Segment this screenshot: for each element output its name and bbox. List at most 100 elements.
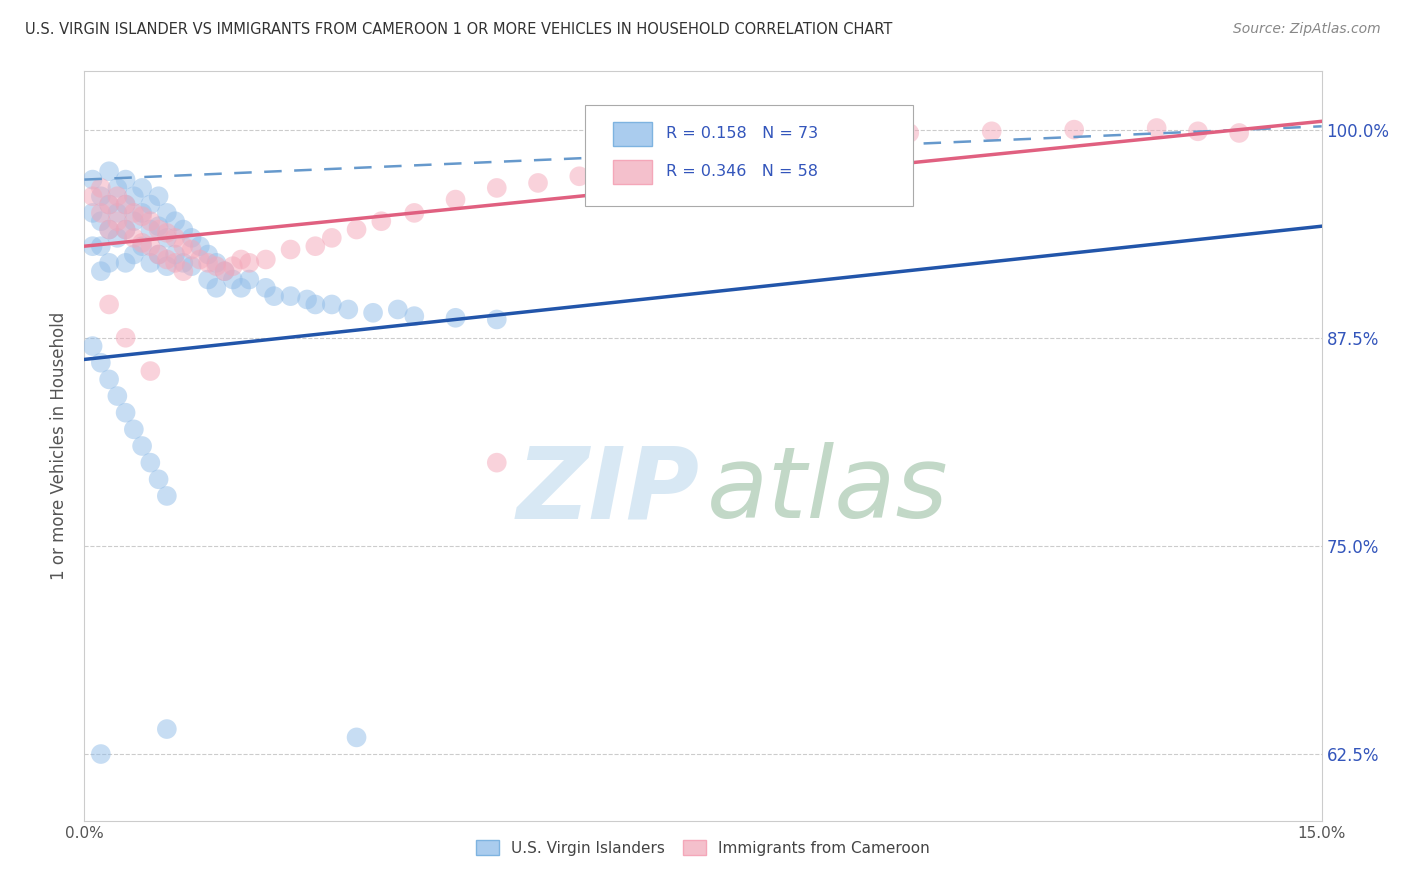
Point: [387, 302, 409, 317]
Point: [139, 364, 162, 378]
Point: [122, 189, 145, 203]
Point: [98, 297, 121, 311]
Point: [180, 259, 202, 273]
Point: [105, 214, 128, 228]
Point: [188, 252, 211, 267]
Point: [254, 252, 277, 267]
Text: Source: ZipAtlas.com: Source: ZipAtlas.com: [1233, 22, 1381, 37]
Point: [980, 124, 1002, 138]
Point: [114, 406, 136, 420]
Point: [485, 312, 508, 326]
Point: [165, 214, 187, 228]
Point: [148, 247, 170, 261]
Point: [295, 293, 318, 307]
Point: [139, 239, 162, 253]
Point: [131, 439, 153, 453]
Point: [98, 197, 121, 211]
Point: [148, 189, 170, 203]
Point: [172, 256, 194, 270]
Point: [156, 231, 179, 245]
Point: [527, 176, 550, 190]
Point: [114, 172, 136, 186]
Bar: [613, 160, 652, 184]
Point: [148, 222, 170, 236]
Text: R = 0.158   N = 73: R = 0.158 N = 73: [666, 126, 818, 141]
Text: atlas: atlas: [707, 442, 948, 540]
Point: [214, 264, 236, 278]
Point: [346, 222, 368, 236]
Y-axis label: 1 or more Vehicles in Household: 1 or more Vehicles in Household: [51, 312, 69, 580]
FancyBboxPatch shape: [585, 105, 914, 206]
Point: [1227, 126, 1250, 140]
Point: [197, 272, 219, 286]
Point: [148, 219, 170, 234]
Point: [98, 372, 121, 386]
Point: [131, 206, 153, 220]
Point: [444, 310, 467, 325]
Point: [304, 297, 326, 311]
Point: [197, 256, 219, 270]
Legend: U.S. Virgin Islanders, Immigrants from Cameroon: U.S. Virgin Islanders, Immigrants from C…: [470, 833, 936, 862]
Point: [98, 164, 121, 178]
Point: [229, 281, 252, 295]
Point: [205, 259, 228, 273]
Point: [131, 235, 153, 250]
Point: [148, 247, 170, 261]
Point: [165, 247, 187, 261]
Point: [165, 256, 187, 270]
Point: [105, 189, 128, 203]
Point: [105, 389, 128, 403]
Point: [238, 256, 260, 270]
Point: [114, 197, 136, 211]
Point: [815, 131, 838, 145]
Point: [254, 281, 277, 295]
Point: [90, 747, 112, 761]
Point: [180, 243, 202, 257]
Point: [98, 197, 121, 211]
Point: [156, 252, 179, 267]
Point: [82, 239, 104, 253]
Point: [651, 156, 673, 170]
Point: [90, 189, 112, 203]
Point: [197, 247, 219, 261]
Point: [82, 172, 104, 186]
Point: [139, 214, 162, 228]
Point: [346, 731, 368, 745]
Point: [361, 306, 384, 320]
Point: [321, 297, 343, 311]
Point: [98, 222, 121, 236]
Point: [1146, 120, 1168, 135]
Point: [304, 239, 326, 253]
Point: [90, 214, 112, 228]
Point: [404, 309, 426, 323]
Point: [898, 126, 921, 140]
Point: [114, 331, 136, 345]
Point: [321, 231, 343, 245]
Point: [131, 209, 153, 223]
Text: R = 0.346   N = 58: R = 0.346 N = 58: [666, 163, 818, 178]
Point: [156, 489, 179, 503]
Bar: [613, 122, 652, 146]
Point: [114, 197, 136, 211]
Point: [131, 181, 153, 195]
Point: [114, 222, 136, 236]
Point: [90, 264, 112, 278]
Point: [131, 239, 153, 253]
Text: U.S. VIRGIN ISLANDER VS IMMIGRANTS FROM CAMEROON 1 OR MORE VEHICLES IN HOUSEHOLD: U.S. VIRGIN ISLANDER VS IMMIGRANTS FROM …: [25, 22, 893, 37]
Point: [337, 302, 360, 317]
Point: [114, 222, 136, 236]
Point: [90, 356, 112, 370]
Point: [105, 206, 128, 220]
Point: [229, 252, 252, 267]
Point: [180, 231, 202, 245]
Point: [222, 259, 245, 273]
Point: [156, 206, 179, 220]
Point: [485, 456, 508, 470]
Point: [172, 264, 194, 278]
Point: [733, 143, 755, 157]
Point: [280, 289, 302, 303]
Point: [122, 247, 145, 261]
Point: [105, 181, 128, 195]
Point: [98, 256, 121, 270]
Point: [156, 722, 179, 736]
